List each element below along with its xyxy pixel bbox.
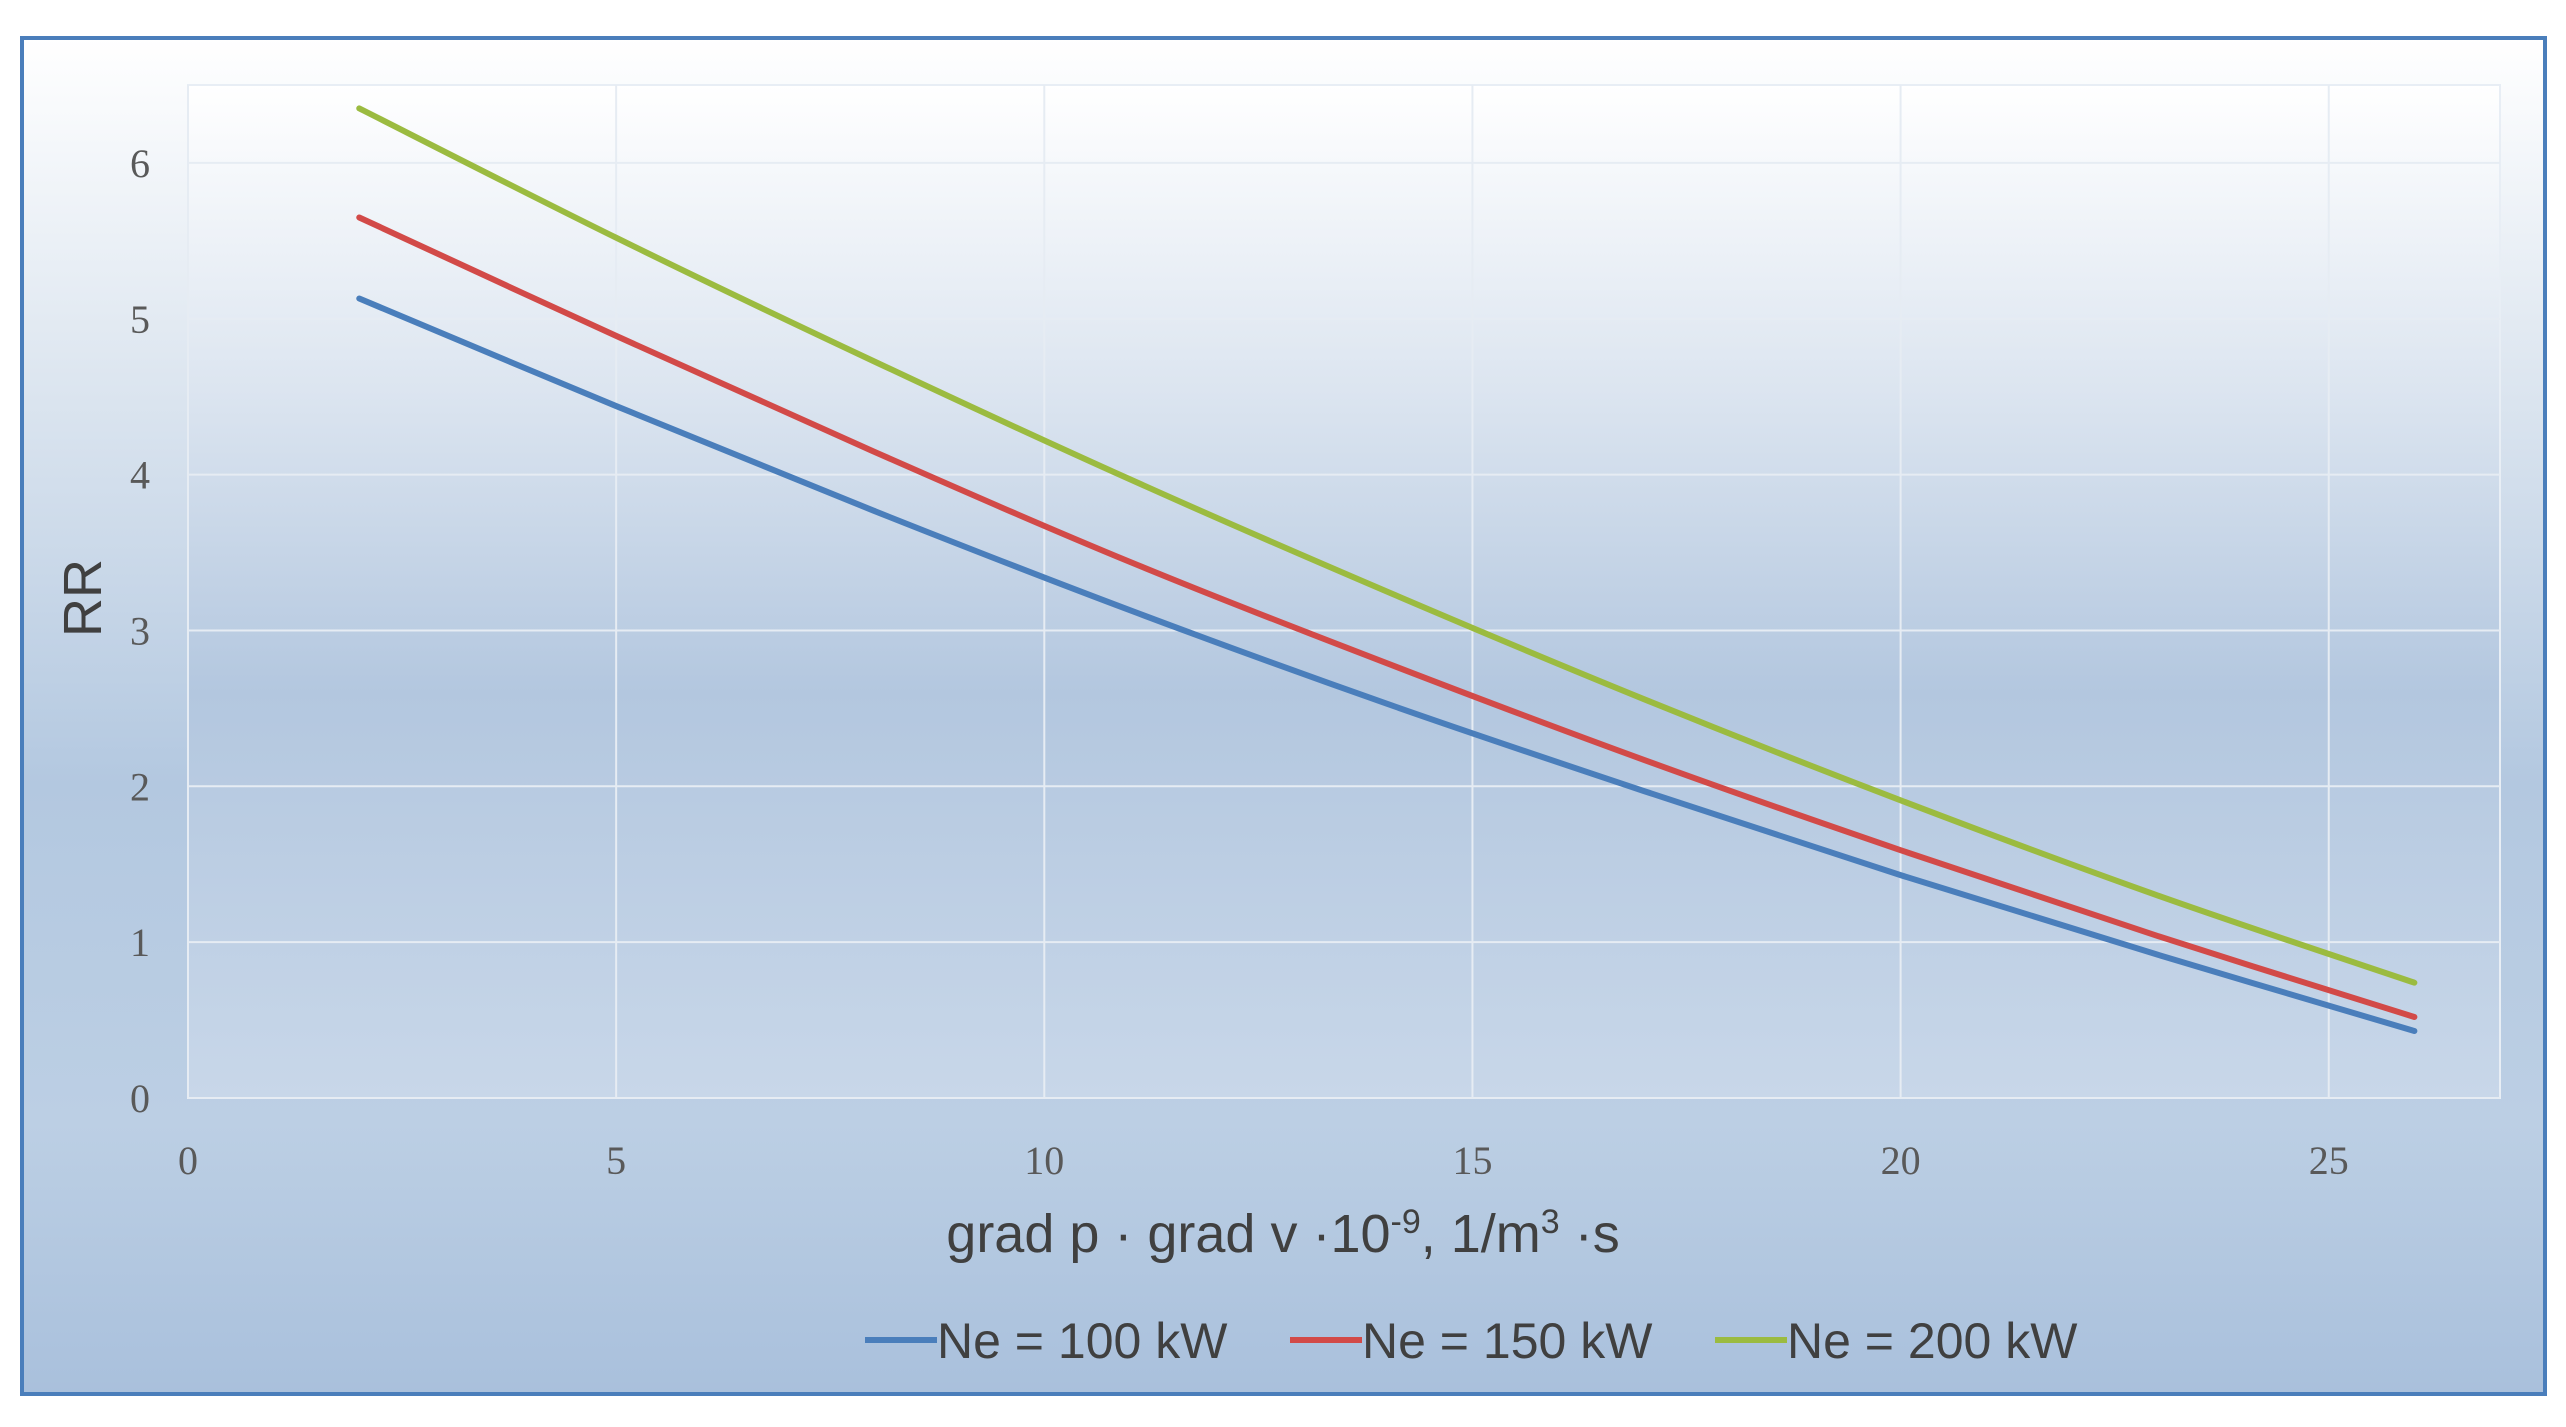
y-tick-label: 0 <box>130 1076 150 1121</box>
legend-label-2: Ne = 150 kW <box>1362 1313 1653 1369</box>
y-tick-label: 3 <box>130 608 150 653</box>
y-axis-title: RR <box>53 559 113 637</box>
y-tick-label: 4 <box>130 453 150 498</box>
x-tick-label: 15 <box>1452 1138 1492 1183</box>
y-tick-label: 1 <box>130 920 150 965</box>
plot-area <box>187 84 2501 1099</box>
x-tick-label: 0 <box>178 1138 198 1183</box>
x-axis-title-sup2: 3 <box>1541 1203 1560 1241</box>
legend-label-1: Ne = 100 kW <box>937 1313 1228 1369</box>
x-tick-label: 20 <box>1881 1138 1921 1183</box>
x-tick-labels: 0 5 10 15 20 25 <box>178 1138 2349 1183</box>
x-tick-label: 10 <box>1024 1138 1064 1183</box>
legend-label-3: Ne = 200 kW <box>1787 1313 2078 1369</box>
y-tick-label: 2 <box>130 764 150 809</box>
x-axis-title: grad p · grad v ·10-9, 1/m3 ·s <box>946 1203 1619 1264</box>
x-tick-label: 5 <box>606 1138 626 1183</box>
series-line-2 <box>356 214 2418 1020</box>
series-lines <box>356 105 2418 1034</box>
x-axis-title-end: ·s <box>1560 1204 1620 1264</box>
series-line-1 <box>356 295 2418 1034</box>
x-tick-label: 25 <box>2309 1138 2349 1183</box>
series-line-3 <box>356 105 2418 986</box>
y-tick-label: 6 <box>130 141 150 186</box>
x-axis-title-main: grad p · grad v ·10 <box>946 1204 1390 1264</box>
x-axis-title-mid: , 1/m <box>1421 1204 1541 1264</box>
legend: Ne = 100 kW Ne = 150 kW Ne = 200 kW <box>865 1313 2078 1369</box>
x-axis-title-sup1: -9 <box>1391 1203 1421 1241</box>
y-tick-label: 5 <box>130 297 150 342</box>
gridlines <box>187 85 2500 1099</box>
y-tick-labels: 0 1 2 3 4 5 6 <box>130 141 150 1121</box>
